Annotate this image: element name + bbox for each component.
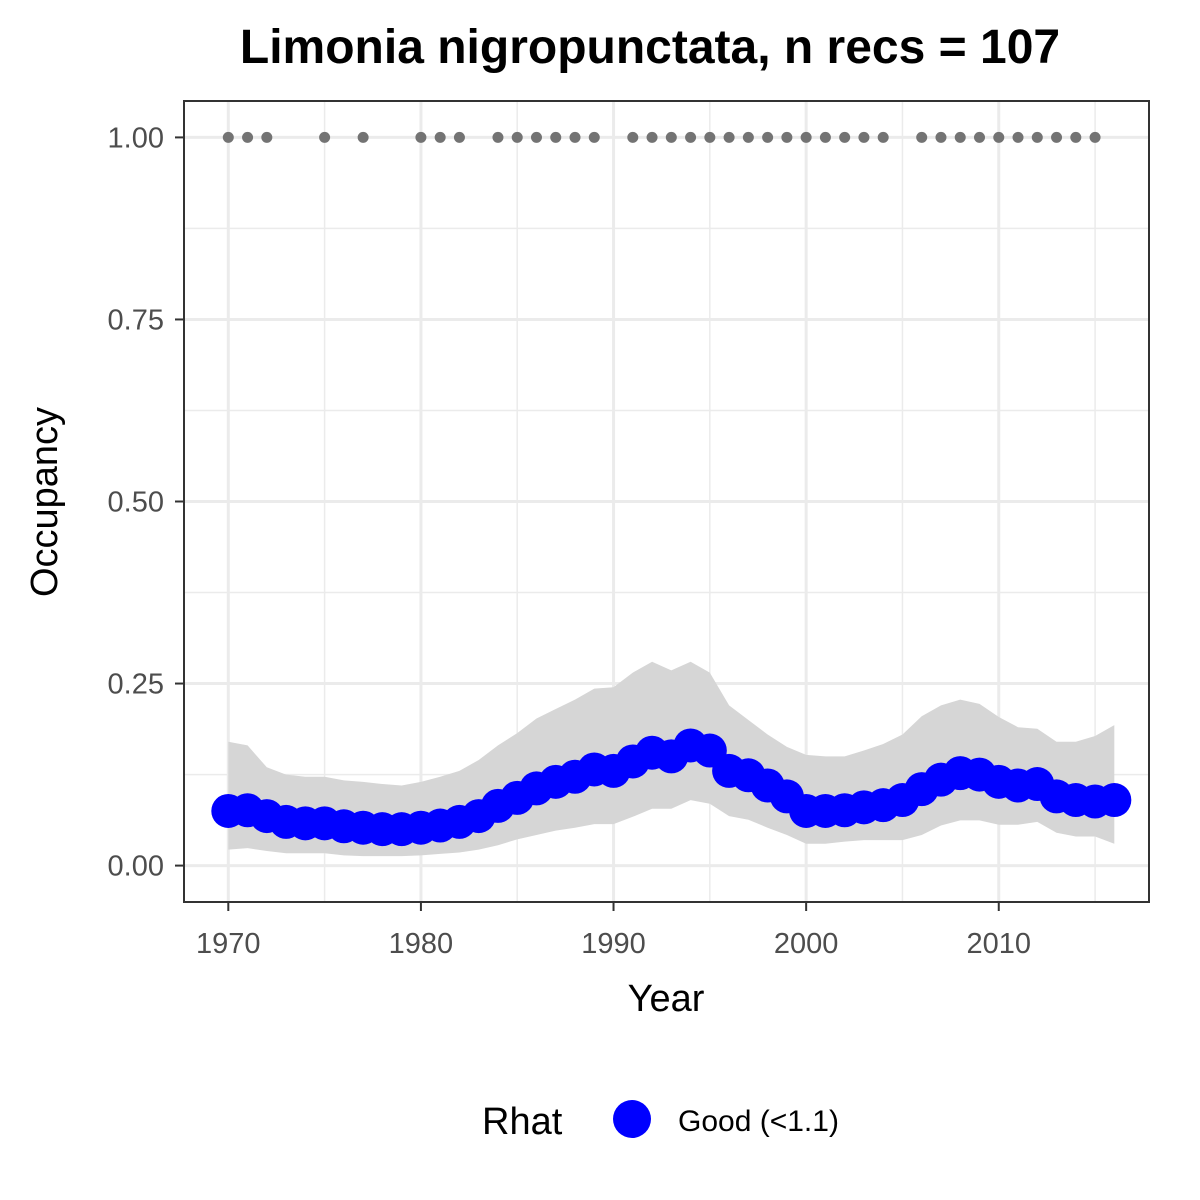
legend-key-good bbox=[613, 1100, 651, 1138]
occupancy-point bbox=[1097, 783, 1132, 818]
record-point bbox=[434, 131, 446, 143]
record-point bbox=[1070, 131, 1082, 143]
record-point bbox=[685, 131, 697, 143]
x-axis: 1970 1980 1990 2000 2010 bbox=[196, 902, 1031, 960]
x-tick-label: 2010 bbox=[967, 928, 1032, 960]
legend-title: Rhat bbox=[482, 1101, 563, 1143]
record-point bbox=[723, 131, 735, 143]
record-point bbox=[319, 131, 331, 143]
record-point bbox=[1051, 131, 1063, 143]
x-tick-label: 2000 bbox=[774, 928, 839, 960]
record-point bbox=[858, 131, 870, 143]
record-point bbox=[261, 131, 273, 143]
y-tick-label: 0.75 bbox=[108, 304, 164, 336]
record-point bbox=[665, 131, 677, 143]
record-point bbox=[916, 131, 928, 143]
record-point bbox=[627, 131, 639, 143]
y-tick-label: 0.00 bbox=[108, 851, 164, 883]
record-point bbox=[704, 131, 716, 143]
record-point bbox=[415, 131, 427, 143]
legend: Rhat Good (<1.1) bbox=[482, 1100, 839, 1143]
record-point bbox=[742, 131, 754, 143]
record-point bbox=[453, 131, 465, 143]
record-point bbox=[530, 131, 542, 143]
record-point bbox=[993, 131, 1005, 143]
x-axis-title: Year bbox=[628, 978, 705, 1020]
record-point bbox=[839, 131, 851, 143]
record-point bbox=[1031, 131, 1043, 143]
record-point bbox=[588, 131, 600, 143]
y-axis-title: Occupancy bbox=[24, 407, 66, 597]
record-point bbox=[1089, 131, 1101, 143]
y-tick-label: 0.50 bbox=[108, 487, 164, 519]
record-point bbox=[569, 131, 581, 143]
record-point bbox=[550, 131, 562, 143]
record-point bbox=[819, 131, 831, 143]
y-tick-label: 1.00 bbox=[108, 122, 164, 154]
x-tick-label: 1970 bbox=[196, 928, 261, 960]
record-point bbox=[954, 131, 966, 143]
record-point bbox=[646, 131, 658, 143]
x-tick-label: 1990 bbox=[581, 928, 646, 960]
y-axis: 0.00 0.25 0.50 0.75 1.00 bbox=[108, 122, 184, 883]
record-point bbox=[935, 131, 947, 143]
record-point bbox=[877, 131, 889, 143]
record-point bbox=[242, 131, 254, 143]
record-point bbox=[222, 131, 234, 143]
chart-title: Limonia nigropunctata, n recs = 107 bbox=[240, 21, 1060, 74]
legend-label-good: Good (<1.1) bbox=[678, 1105, 839, 1138]
record-point bbox=[762, 131, 774, 143]
occupancy-points-layer bbox=[211, 728, 1132, 847]
y-tick-label: 0.25 bbox=[108, 669, 164, 701]
record-point bbox=[1012, 131, 1024, 143]
record-point bbox=[492, 131, 504, 143]
record-points-layer bbox=[222, 131, 1101, 143]
record-point bbox=[511, 131, 523, 143]
record-point bbox=[781, 131, 793, 143]
x-tick-label: 1980 bbox=[389, 928, 454, 960]
record-point bbox=[800, 131, 812, 143]
record-point bbox=[973, 131, 985, 143]
record-point bbox=[357, 131, 369, 143]
